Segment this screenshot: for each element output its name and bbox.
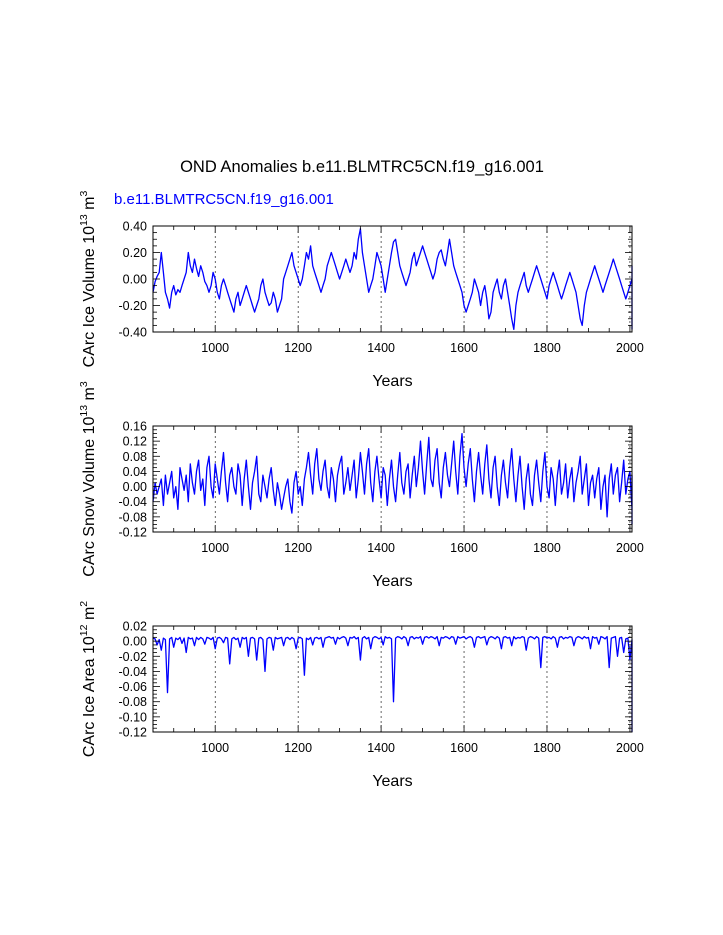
y-tick-label-3: 0.20: [123, 246, 147, 260]
y-tick-label-2: -0.08: [119, 695, 148, 709]
x-tick-label-1400: 1400: [367, 341, 395, 355]
y-axis-label-unit: m: [81, 196, 98, 214]
y-tick-label-6: 0.12: [123, 435, 147, 449]
y-axis-label-exponent: 13: [78, 405, 90, 417]
y-tick-label-0: -0.12: [119, 726, 148, 740]
y-tick-label-2: 0.00: [123, 273, 147, 287]
series-line-ice-area: [152, 635, 633, 732]
y-tick-label-7: 0.16: [123, 420, 147, 434]
x-tick-label-1000: 1000: [201, 541, 229, 555]
panel-ice-area: 1000 1200 1400 1600 1800 2000-0.12-0.10-0.08-…: [78, 601, 644, 790]
y-tick-label-6: 0.00: [123, 635, 147, 649]
x-axis-label: Years: [372, 373, 412, 390]
x-tick-label-1000: 1000: [201, 341, 229, 355]
x-tick-label-2000: 2000: [616, 541, 644, 555]
y-tick-label-1: -0.10: [119, 710, 148, 724]
y-tick-label-1: -0.20: [119, 299, 148, 313]
x-tick-label-1400: 1400: [367, 741, 395, 755]
x-tick-label-2000: 2000: [616, 741, 644, 755]
y-axis-label-text: CArc Snow Volume 10: [81, 417, 98, 577]
y-axis-label-unit: m: [81, 387, 98, 405]
y-tick-label-4: 0.40: [123, 220, 147, 234]
y-tick-label-4: 0.04: [123, 465, 147, 479]
x-tick-label-1800: 1800: [533, 341, 561, 355]
y-axis-label: CArc Ice Volume 1013 m3: [78, 190, 98, 367]
x-tick-label-1600: 1600: [450, 541, 478, 555]
x-tick-label-1800: 1800: [533, 741, 561, 755]
x-tick-label-1200: 1200: [284, 541, 312, 555]
y-tick-label-5: -0.02: [119, 650, 148, 664]
x-tick-label-1000: 1000: [201, 741, 229, 755]
y-axis-label-unit-exponent: 2: [78, 601, 90, 607]
y-tick-label-0: -0.40: [119, 326, 148, 340]
panel-ice-volume: 1000 1200 1400 1600 1800 2000 -0.40 -0.20 0.00 0.…: [78, 190, 644, 390]
y-axis-label-unit-exponent: 3: [78, 190, 90, 196]
panels: 1000 1200 1400 1600 1800 2000-0.40-0.200.000.…: [78, 190, 644, 790]
y-tick-label-3: -0.06: [119, 680, 148, 694]
y-tick-label-1: -0.08: [119, 510, 148, 524]
y-tick-label-3: 0.00: [123, 480, 147, 494]
y-axis-label: CArc Ice Area 1012 m2: [78, 601, 98, 757]
x-tick-label-1800: 1800: [533, 541, 561, 555]
y-tick-label-0: -0.12: [119, 526, 148, 540]
case-label: b.e11.BLMTRC5CN.f19_g16.001: [114, 191, 334, 208]
x-tick-label-1600: 1600: [450, 741, 478, 755]
panel-snow-volume: 1000 1200 1400 1600 1800 2000-0.12-0.08-0.040…: [78, 381, 644, 590]
y-axis-label-exponent: 13: [78, 214, 90, 226]
x-axis-label: Years: [372, 773, 412, 790]
y-tick-label-5: 0.08: [123, 450, 147, 464]
x-tick-label-1200: 1200: [284, 741, 312, 755]
x-axis-label: Years: [372, 573, 412, 590]
x-tick-label-1200: 1200: [284, 341, 312, 355]
y-tick-label-2: -0.04: [119, 495, 148, 509]
x-tick-label-1600: 1600: [450, 341, 478, 355]
y-axis-label-text: CArc Ice Area 10: [81, 636, 98, 757]
x-tick-label-1400: 1400: [367, 541, 395, 555]
y-tick-label-7: 0.02: [123, 620, 147, 634]
series-line-ice-volume: [152, 228, 633, 331]
y-axis-label-exponent: 12: [78, 624, 90, 636]
x-tick-label-2000: 2000: [616, 341, 644, 355]
figure-title: OND Anomalies b.e11.BLMTRC5CN.f19_g16.00…: [180, 158, 544, 176]
y-axis-label-unit: m: [81, 607, 98, 625]
y-tick-label-4: -0.04: [119, 665, 148, 679]
y-axis-label-unit-exponent: 3: [78, 381, 90, 387]
series-line-snow-volume: [152, 432, 633, 525]
y-axis-label: CArc Snow Volume 1013 m3: [78, 381, 98, 577]
y-axis-label-text: CArc Ice Volume 10: [81, 226, 98, 368]
